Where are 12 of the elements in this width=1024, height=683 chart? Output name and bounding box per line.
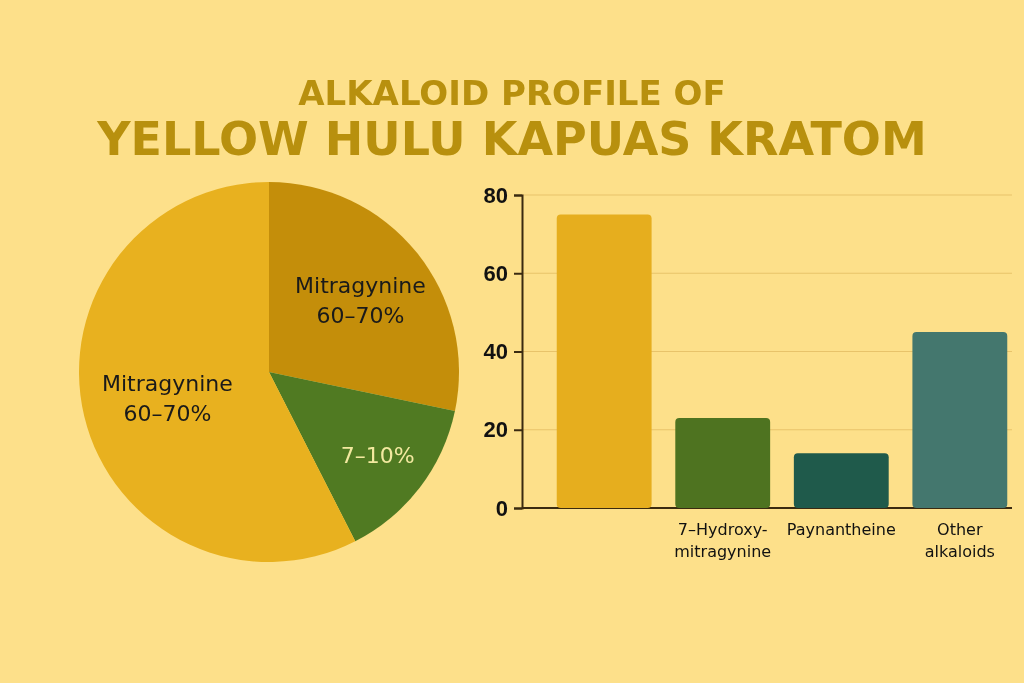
slice-label: 7–10%	[340, 443, 415, 469]
chart-title: ALKALOID PROFILE OF YELLOW HULU KAPUAS KRATOM	[96, 73, 927, 166]
x-tick-label: Paynantheine	[786, 520, 896, 539]
y-tick-label: 60	[483, 260, 508, 286]
y-tick-label: 40	[483, 339, 508, 365]
x-tick-label: Other alkaloids	[924, 520, 995, 561]
y-tick-label: 20	[483, 417, 508, 443]
slice-label: Mitragynine 60–70%	[102, 371, 233, 427]
x-tick-label: 7–Hydroxy- mitragynine	[674, 520, 772, 561]
y-tick-label: 0	[495, 495, 508, 521]
y-tick-label: 80	[483, 182, 508, 208]
slice-label: Mitragynine 60–70%	[295, 272, 426, 328]
